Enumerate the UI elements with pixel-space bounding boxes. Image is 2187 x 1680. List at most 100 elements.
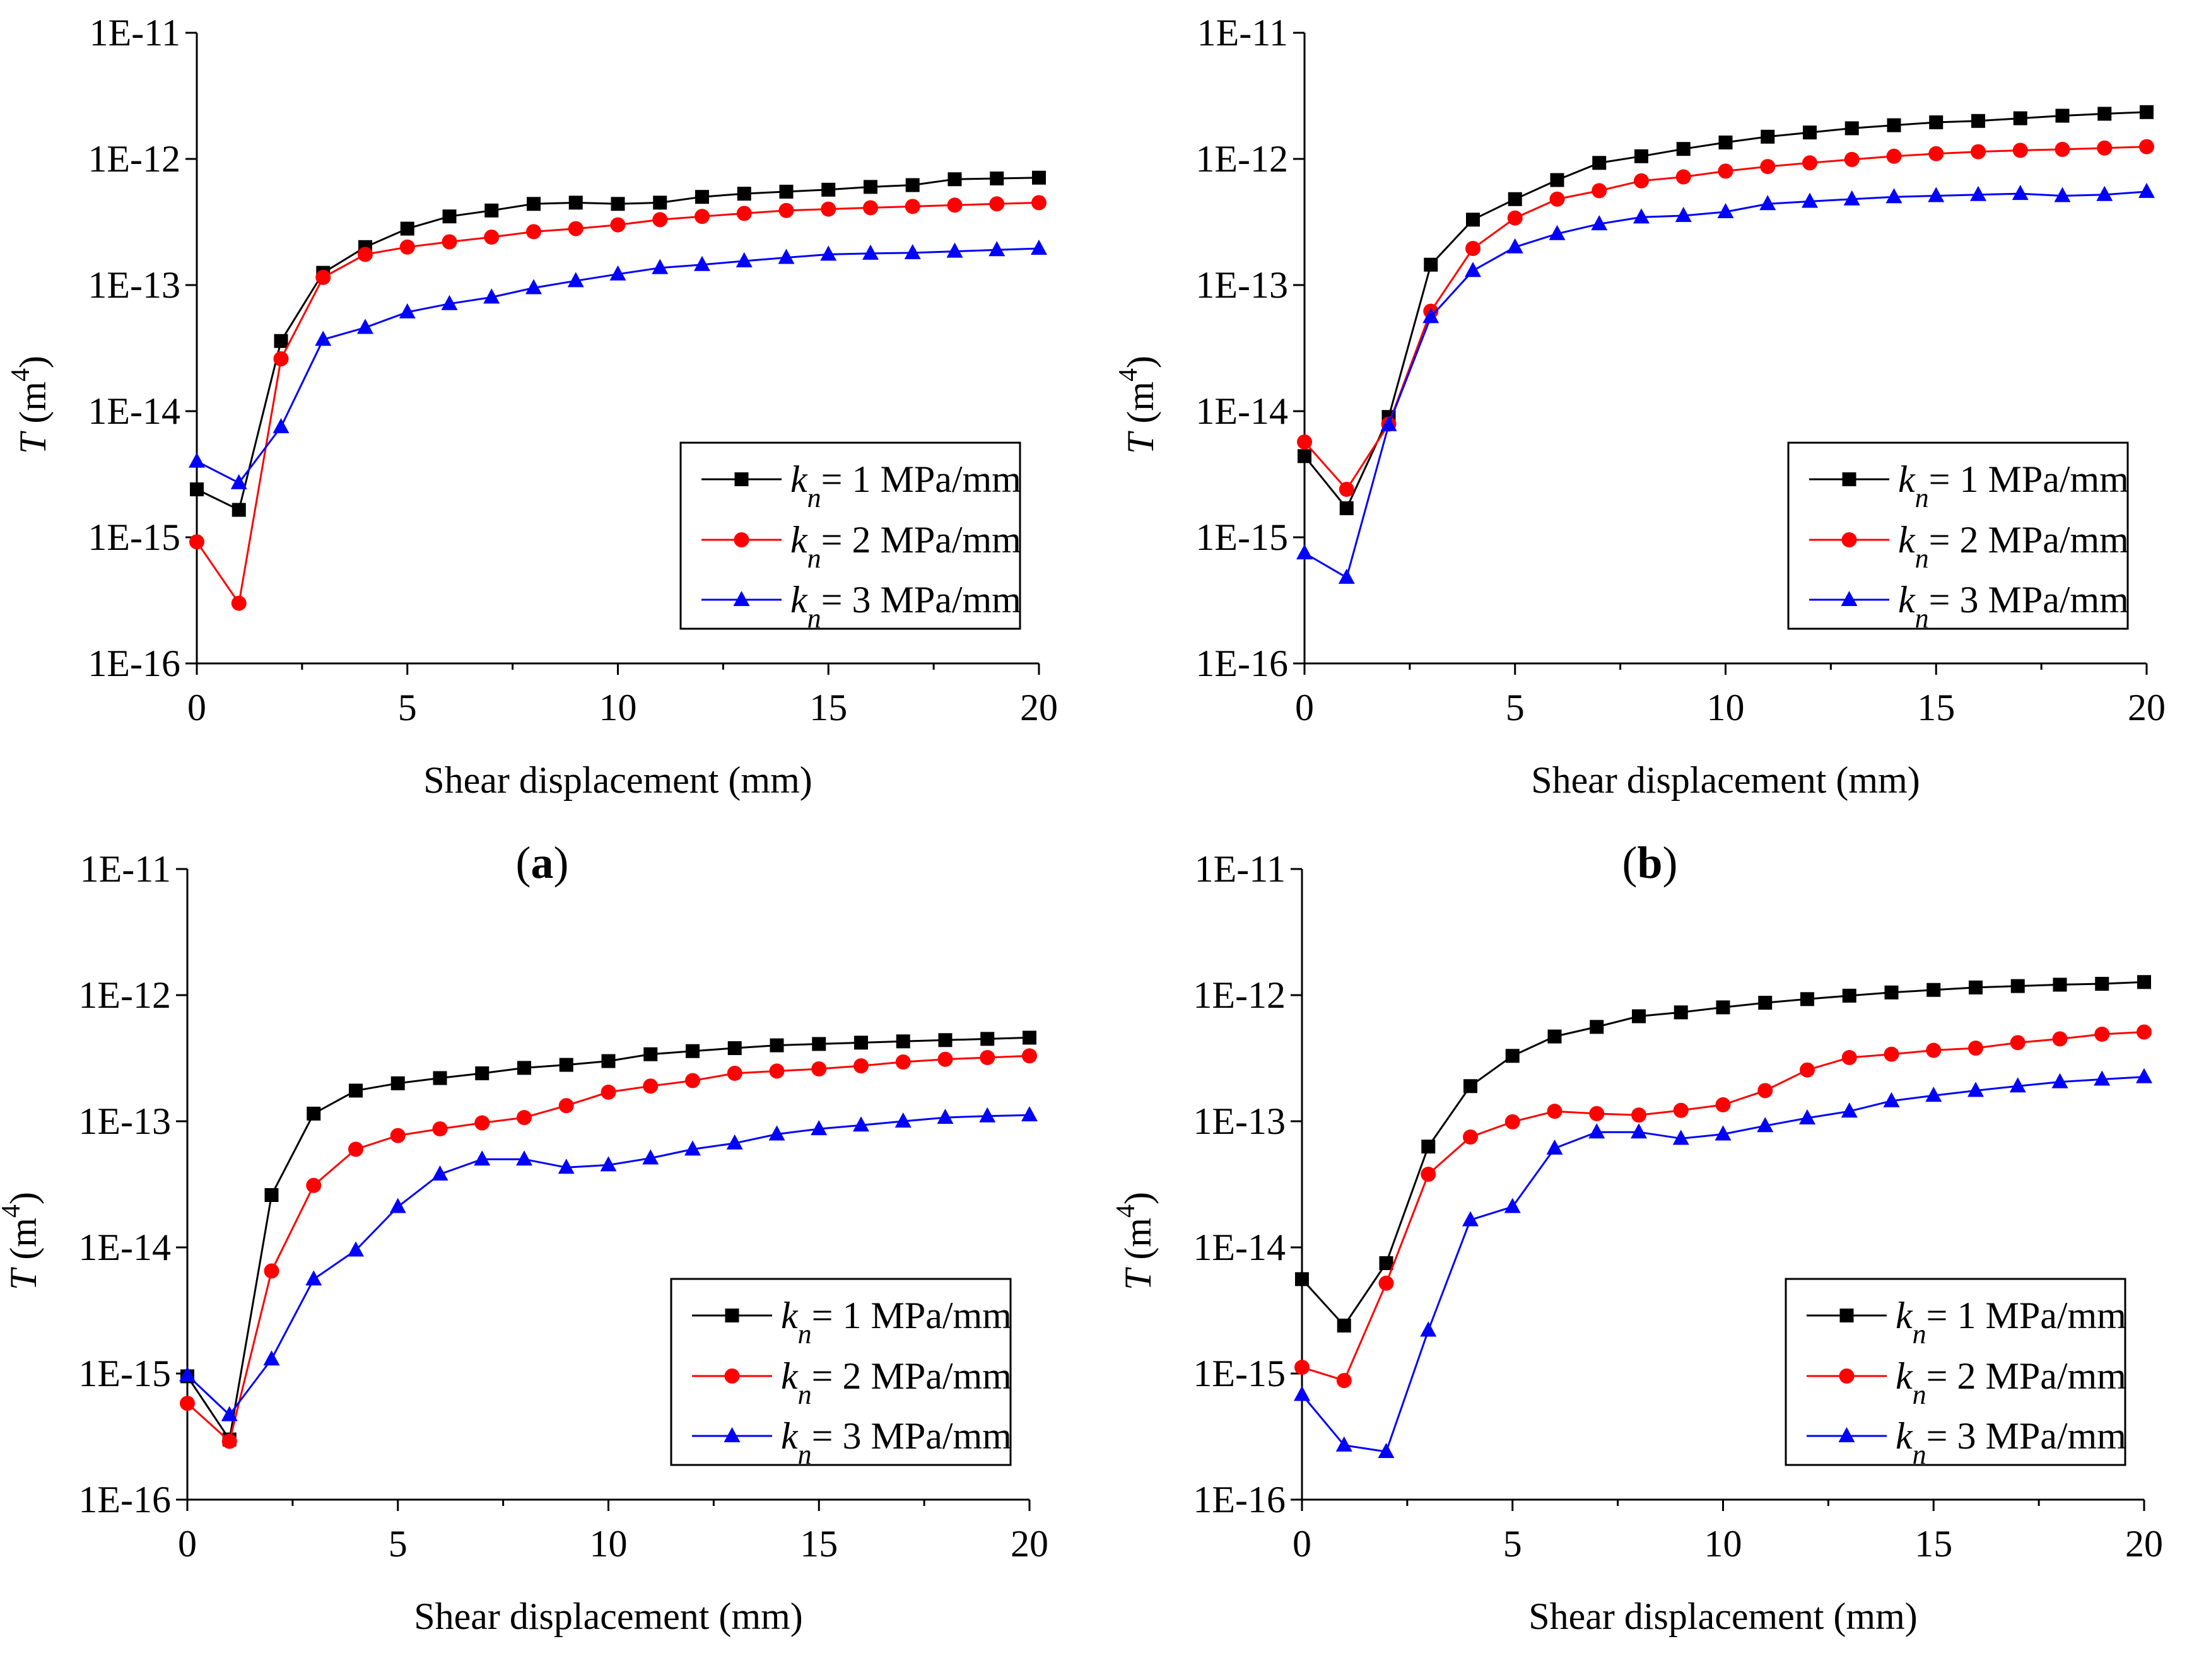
series-2-point: [526, 224, 541, 240]
series-2-point: [306, 1177, 322, 1193]
series-1-point: [568, 195, 583, 210]
series-3-point: [1031, 239, 1047, 255]
caption-open: (: [1619, 1674, 1634, 1680]
series-2-point: [601, 1084, 616, 1100]
series-2-point: [947, 197, 963, 213]
series-2-point: [390, 1128, 406, 1143]
series-1-point: [232, 503, 246, 517]
panel-caption: (a): [516, 837, 569, 888]
legend-value: = 2 MPa/mm: [1929, 519, 2129, 561]
legend-value: = 1 MPa/mm: [1929, 458, 2129, 500]
chart-panel-c: 0 5 10 15 20 1E-16 1E-15 1E-14 1E-13 1E-12 1E-11 Sh…: [0, 848, 1048, 1680]
series-3-point: [2012, 185, 2029, 201]
series-1-point: [1676, 142, 1691, 156]
series-2-point: [2139, 139, 2154, 155]
y-tick-label: 1E-11: [90, 12, 180, 54]
legend-label-3: kn= 3 MPa/mm: [1898, 579, 2129, 634]
legend-subscript: n: [798, 1439, 812, 1470]
series-3-point: [684, 1140, 701, 1156]
series-3-point: [1633, 208, 1650, 224]
series-3-point: [516, 1150, 532, 1166]
series-3-point: [1925, 1087, 1942, 1102]
series-3-point: [1422, 308, 1439, 324]
series-1-point: [686, 1044, 700, 1058]
y-tick-label: 1E-11: [1195, 848, 1286, 890]
y-tick-label: 1E-11: [80, 848, 171, 890]
series-3-point: [600, 1156, 617, 1172]
series-1-point: [1508, 192, 1522, 206]
series-3-point: [230, 474, 247, 489]
series-3-point: [1841, 1102, 1858, 1118]
series-1-point: [1634, 149, 1648, 163]
series-1-point: [1337, 1318, 1351, 1333]
series-1-point: [821, 182, 836, 197]
series-2-point: [1715, 1097, 1731, 1112]
series-1-point: [1505, 1049, 1520, 1063]
series-2: [189, 195, 1047, 611]
series-3-point: [988, 241, 1006, 257]
series-2-point: [432, 1121, 448, 1137]
series-3-point: [1717, 203, 1734, 219]
series-2-point: [695, 209, 710, 225]
series-1-point: [1929, 115, 1944, 129]
series-1-point: [896, 1034, 910, 1049]
series-1-point: [601, 1054, 616, 1068]
series-2-point: [348, 1141, 363, 1157]
y-axis-unit-close: ): [12, 356, 54, 368]
x-tick-label: 10: [599, 687, 637, 728]
y-axis-unit-close: ): [1120, 356, 1161, 368]
series-2-point: [811, 1061, 827, 1077]
series-1-point: [1424, 257, 1438, 272]
legend-k: k: [781, 1295, 799, 1336]
y-axis-unit: (m: [12, 382, 54, 433]
x-axis-title: Shear displacement (mm): [1528, 1595, 1917, 1637]
series-3-point: [567, 272, 584, 288]
legend-k: k: [790, 519, 808, 561]
series-1-point: [695, 190, 709, 204]
legend-subscript: n: [807, 603, 821, 634]
caption-letter: c: [523, 1674, 543, 1680]
series-2-point: [1031, 195, 1047, 211]
y-tick-label: 1E-14: [88, 390, 180, 432]
legend-label-2: kn= 2 MPa/mm: [790, 519, 1021, 574]
series-1-point: [1547, 1029, 1562, 1044]
series-2-point: [736, 206, 752, 221]
legend-k: k: [790, 458, 808, 500]
legend-subscript: n: [1913, 1379, 1926, 1410]
legend-marker: [1839, 1368, 1855, 1384]
series-2: [180, 1048, 1037, 1449]
legend-value: = 3 MPa/mm: [821, 579, 1021, 621]
series-1-point: [2010, 979, 2025, 993]
series-3-point: [820, 245, 837, 261]
series-2-point: [517, 1110, 532, 1126]
series-3-point: [894, 1112, 912, 1128]
legend-value: = 3 MPa/mm: [1929, 579, 2129, 621]
y-axis-symbol: T: [1120, 431, 1161, 454]
series-3-point: [1967, 1082, 1984, 1097]
series-1-point: [1844, 121, 1859, 136]
series-1-point: [947, 172, 962, 187]
chart-panel-d: 0 5 10 15 20 1E-16 1E-15 1E-14 1E-13 1E-12 1E-11 Sh…: [1111, 848, 2163, 1680]
legend-subscript: n: [1915, 482, 1929, 513]
series-1-point: [1887, 118, 1901, 132]
series-2-point: [568, 221, 583, 236]
legend-subscript: n: [798, 1319, 812, 1350]
series-3-point: [348, 1241, 364, 1257]
series-2-point: [1968, 1041, 1983, 1056]
series-2-point: [315, 269, 331, 285]
series-3-point: [1588, 1123, 1605, 1139]
series-1-point: [1971, 114, 1985, 128]
x-tick-label: 20: [1011, 1523, 1048, 1565]
y-tick-label: 1E-15: [1193, 1353, 1286, 1394]
legend-label-1: kn= 1 MPa/mm: [781, 1295, 1012, 1350]
series-1-point: [1842, 988, 1856, 1003]
series-1-point: [274, 334, 288, 348]
legend-marker: [1839, 1309, 1854, 1322]
series-3-point: [736, 252, 753, 267]
panel-caption: (c): [508, 1674, 558, 1680]
series-3-point: [694, 255, 710, 271]
series-3-point: [811, 1120, 828, 1136]
series-3-point: [357, 318, 373, 334]
y-axis-unit: (m: [1120, 382, 1161, 433]
